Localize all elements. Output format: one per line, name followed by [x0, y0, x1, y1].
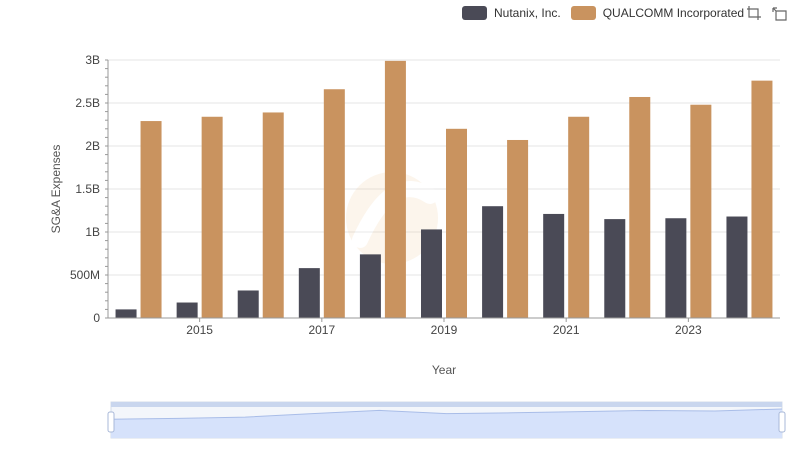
bar-nutanix	[482, 206, 504, 318]
slider-handle-right	[778, 411, 786, 433]
y-tick-label: 0	[93, 311, 100, 325]
chart-toolbox	[746, 5, 798, 21]
legend-swatch-qualcomm	[570, 6, 596, 20]
zoom-select-icon[interactable]	[746, 5, 762, 21]
bars	[115, 60, 773, 319]
bar-qualcomm	[384, 60, 406, 319]
chart-legend: Nutanix, Inc. QUALCOMM Incorporated	[462, 4, 754, 22]
bar-qualcomm	[507, 139, 529, 318]
bar-qualcomm	[446, 128, 467, 318]
zoom-slider[interactable]	[107, 401, 786, 439]
legend-item-nutanix[interactable]: Nutanix, Inc.	[462, 6, 561, 20]
y-tick-label: 2.5B	[75, 96, 100, 110]
y-tick-label: 1B	[85, 225, 100, 239]
y-tick-label: 2B	[85, 139, 100, 153]
legend-item-qualcomm[interactable]: QUALCOMM Incorporated	[570, 6, 745, 20]
x-tick-label: 2019	[431, 323, 458, 337]
bar-qualcomm	[751, 80, 773, 318]
x-axis-title: Year	[432, 363, 456, 377]
bar-qualcomm	[140, 121, 162, 318]
slider-preview-line	[110, 408, 783, 420]
zoom-reset-icon[interactable]	[772, 5, 788, 21]
bar-qualcomm	[323, 89, 345, 319]
bar-qualcomm	[201, 116, 223, 318]
legend-swatch-nutanix	[462, 6, 487, 20]
slider-handle-left	[107, 411, 115, 433]
x-tick-label: 2023	[675, 323, 702, 337]
bar-qualcomm	[629, 96, 651, 318]
bar-nutanix	[421, 229, 442, 318]
legend-label-nutanix: Nutanix, Inc.	[494, 6, 561, 20]
bar-nutanix	[115, 309, 137, 318]
y-tick-label: 500M	[70, 268, 100, 282]
bar-nutanix	[726, 216, 748, 318]
y-axis-title: SG&A Expenses	[49, 145, 63, 234]
y-tick-label: 3B	[85, 53, 100, 67]
x-tick-label: 2015	[186, 323, 213, 337]
x-tick-label: 2017	[308, 323, 335, 337]
bar-nutanix	[359, 254, 381, 318]
bar-nutanix	[237, 290, 259, 318]
bar-qualcomm	[262, 112, 284, 319]
x-tick-label: 2021	[553, 323, 580, 337]
bar-nutanix	[604, 219, 626, 318]
bar-nutanix	[665, 218, 687, 318]
bar-nutanix	[298, 268, 320, 318]
bar-nutanix	[543, 213, 565, 318]
slider-preview-area	[111, 409, 782, 438]
bar-qualcomm	[568, 116, 590, 318]
axes: 0 500M 1B 1.5B 2B 2.5B 3B 2015 2017 2019 2021 2023	[70, 53, 780, 337]
legend-label-qualcomm: QUALCOMM Incorporated	[602, 6, 745, 20]
bar-nutanix	[176, 302, 198, 318]
y-tick-label: 1.5B	[75, 182, 100, 196]
slider-bar	[111, 402, 782, 407]
bar-qualcomm	[690, 104, 712, 318]
